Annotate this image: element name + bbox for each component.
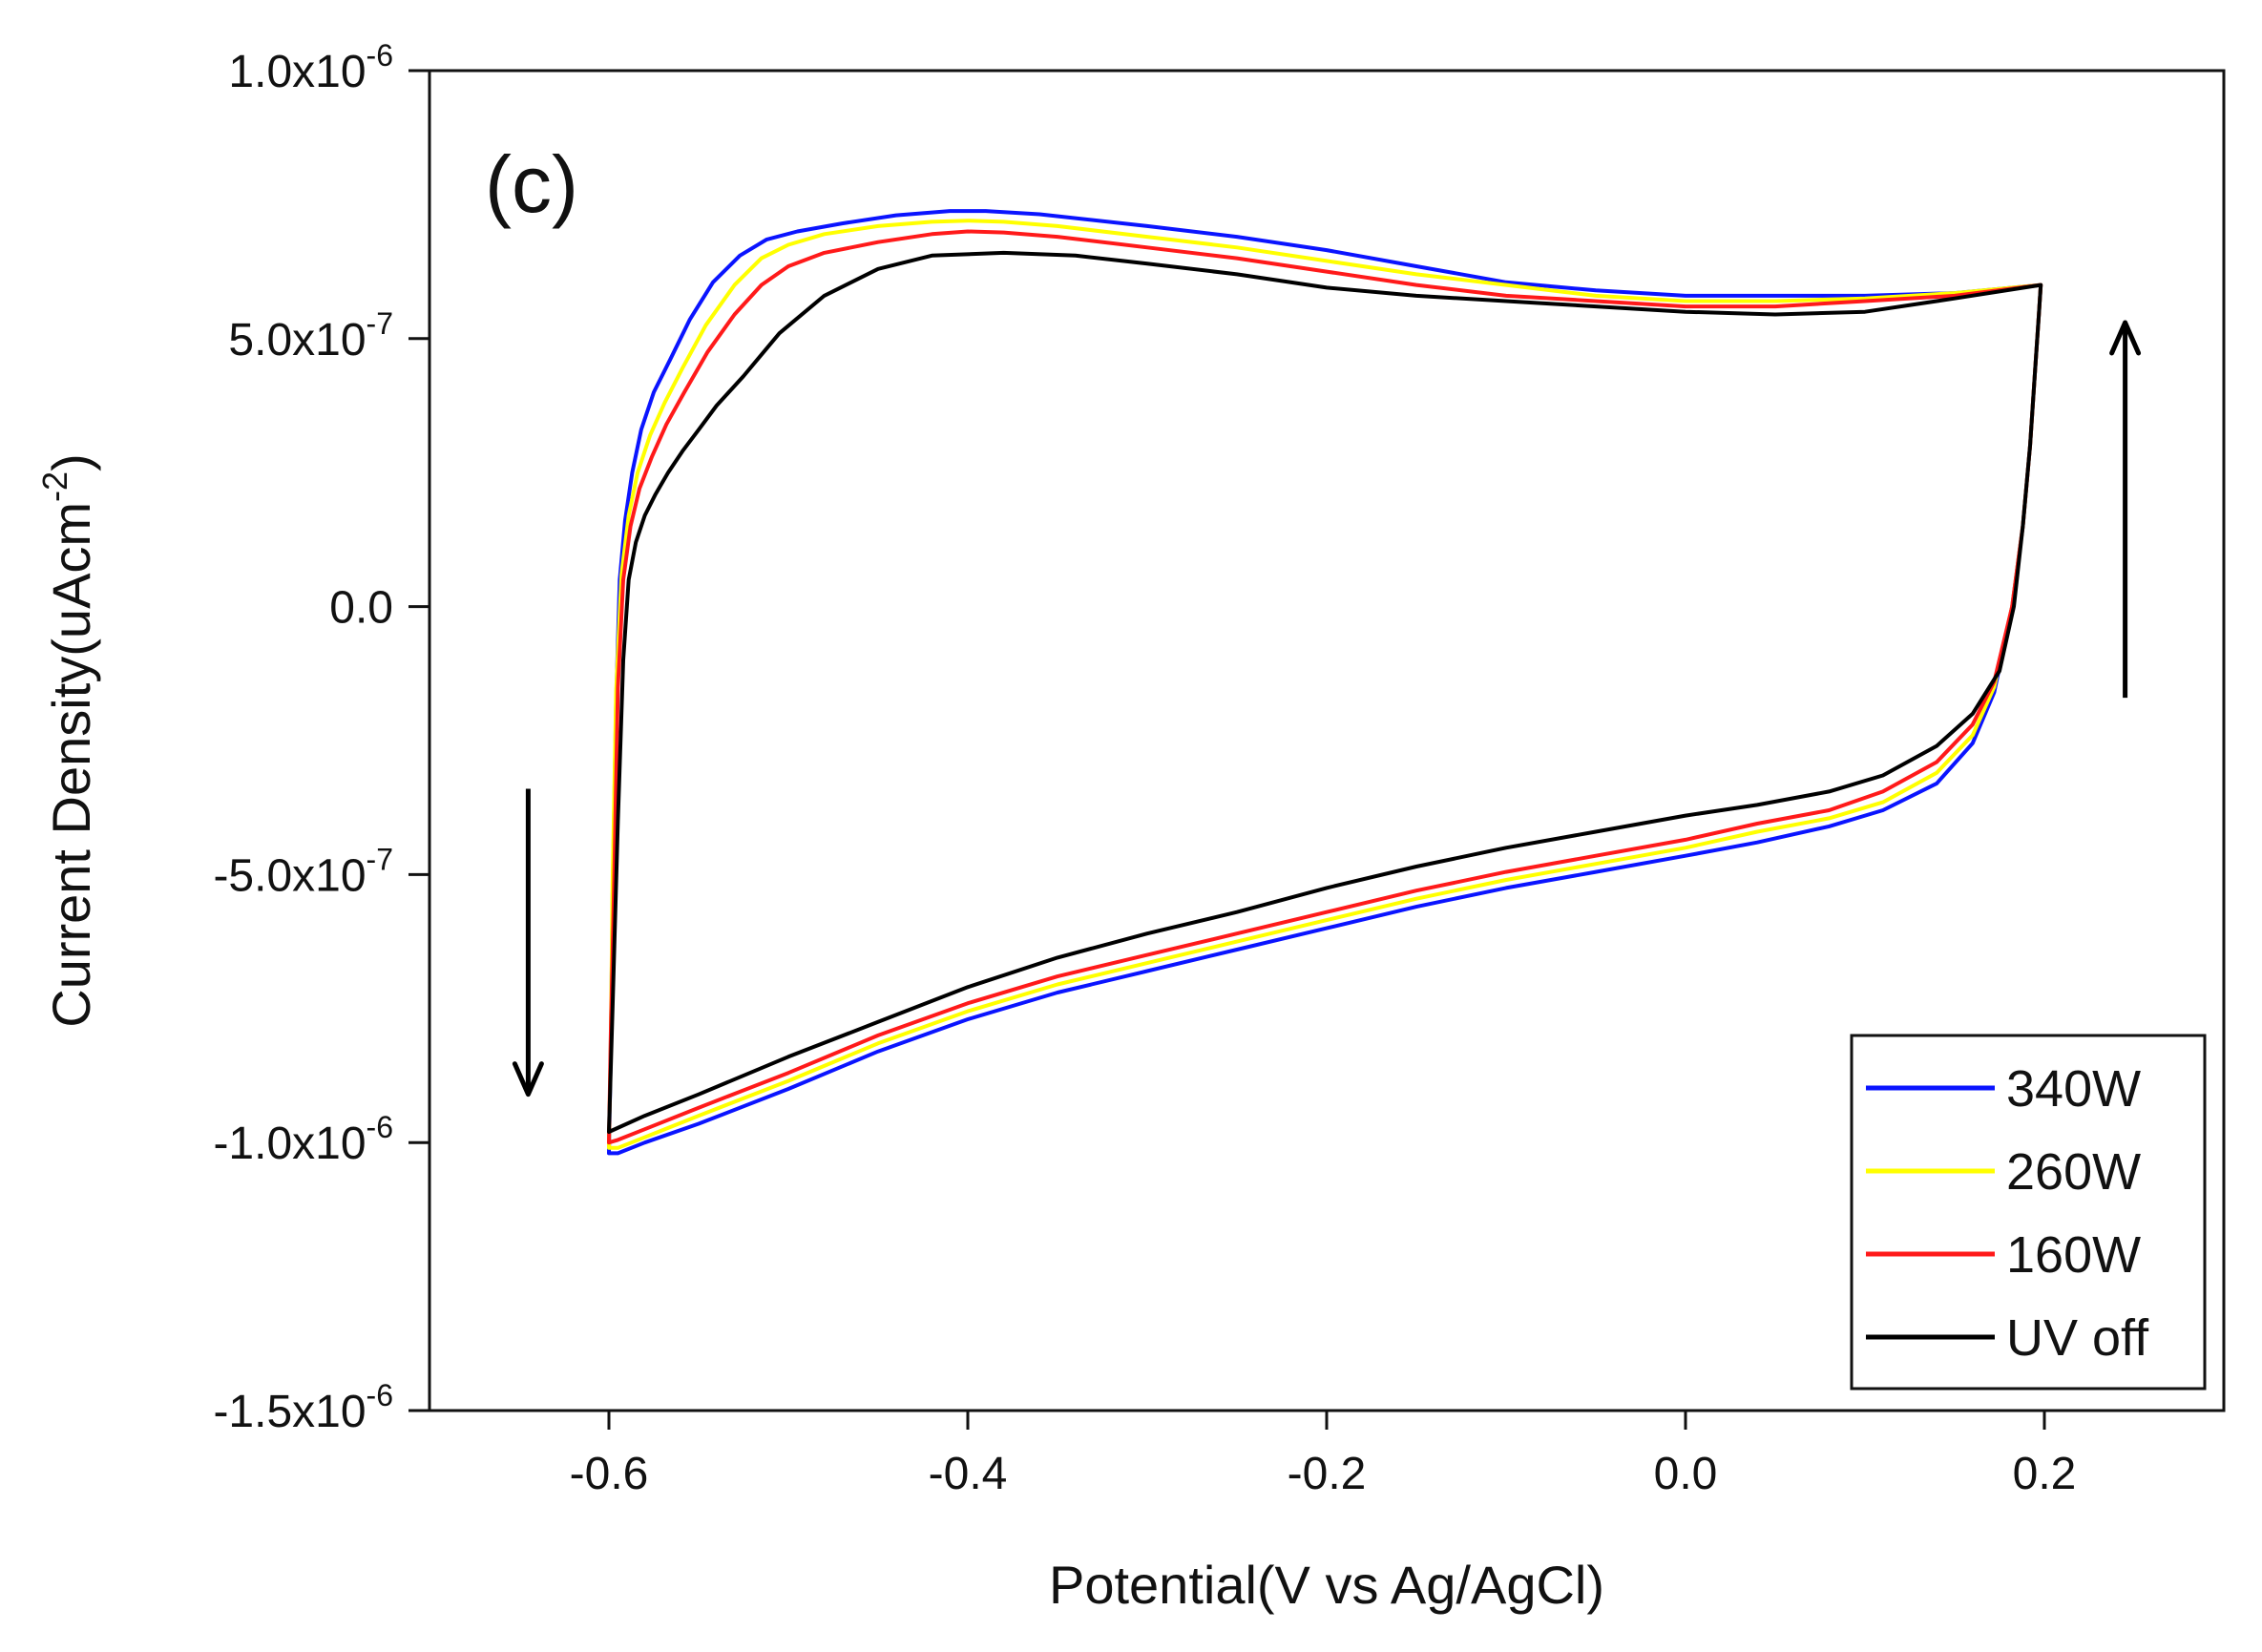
y-axis-title-main: Current Density(uAcm — [41, 502, 101, 1028]
legend-label: 160W — [2006, 1226, 2141, 1284]
legend-label: UV off — [2006, 1309, 2149, 1367]
legend-label: 340W — [2006, 1060, 2141, 1118]
y-axis-title-superscript: -2 — [35, 471, 74, 502]
x-tick-label: 0.0 — [1654, 1449, 1718, 1499]
legend-item-uv-off: UV off — [1866, 1309, 2149, 1367]
x-axis-ticks: -0.6 -0.4 -0.2 0.0 0.2 — [570, 1411, 2077, 1499]
legend-item-340w: 340W — [1866, 1060, 2141, 1118]
panel-label: (c) — [485, 139, 578, 229]
y-tick-label: 1.0x10-6 — [228, 38, 393, 97]
scan-arrow-down — [512, 788, 544, 1098]
y-tick-label: -1.5x10-6 — [213, 1378, 393, 1437]
scan-arrow-up — [2109, 320, 2142, 699]
series-line-160w — [607, 229, 2043, 1145]
legend-item-160w: 160W — [1866, 1226, 2141, 1284]
series-layer — [607, 209, 2043, 1156]
x-tick-label: 0.2 — [2013, 1449, 2077, 1499]
legend-box — [1850, 1034, 2207, 1391]
y-tick-label: -5.0x10-7 — [213, 842, 393, 901]
scan-direction-arrows — [512, 320, 2142, 1098]
y-tick-label: 0.0 — [329, 583, 393, 634]
x-axis-title: Potential(V vs Ag/AgCl) — [1049, 1555, 1604, 1615]
legend-label: 260W — [2006, 1143, 2141, 1201]
series-line-260w — [607, 219, 2043, 1150]
x-tick-label: -0.2 — [1288, 1449, 1367, 1499]
y-axis-title: Current Density(uAcm-2) — [35, 453, 101, 1027]
x-tick-label: -0.6 — [570, 1449, 649, 1499]
legend-item-260w: 260W — [1866, 1143, 2141, 1201]
y-axis-title-suffix: ) — [41, 453, 101, 471]
series-line-340w — [607, 209, 2043, 1156]
x-tick-label: -0.4 — [929, 1449, 1008, 1499]
series-line-uv-off — [607, 250, 2043, 1134]
y-tick-label: 5.0x10-7 — [228, 306, 393, 366]
y-axis-ticks: 1.0x10-6 5.0x10-7 0.0 -5.0x10-7 -1.0x10-6 -1.… — [213, 38, 429, 1437]
legend: 340W 260W 160W UV off — [1850, 1034, 2207, 1391]
y-tick-label: -1.0x10-6 — [213, 1110, 393, 1169]
